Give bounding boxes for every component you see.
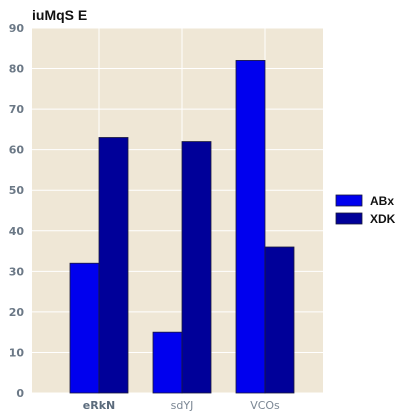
y-tick-label-3: 30 (9, 265, 25, 278)
y-tick-label-5: 50 (9, 184, 25, 197)
bar-ABx-sdYJ (152, 331, 183, 394)
y-axis-ticks: 0 10 20 30 40 50 60 70 80 90 (9, 22, 25, 400)
legend-swatch-XDK (335, 212, 363, 225)
y-tick-label-7: 70 (9, 103, 25, 116)
legend: ABx XDK (335, 194, 396, 226)
y-tick-label-0: 0 (16, 387, 24, 400)
y-tick-label-4: 40 (9, 225, 25, 238)
x-tick-label-VCOs: VCOs (250, 399, 280, 412)
x-tick-label-eRkN: eRkN (83, 399, 115, 412)
y-tick-label-6: 60 (9, 144, 25, 157)
bar-XDK-VCOs (264, 246, 295, 394)
legend-label-XDK: XDK (370, 212, 396, 226)
y-tick-label-2: 20 (9, 306, 25, 319)
y-tick-label-9: 90 (9, 22, 25, 35)
bar-XDK-eRkN (98, 137, 129, 394)
bar-ABx-eRkN (69, 262, 100, 394)
y-tick-label-8: 80 (9, 63, 25, 76)
bars (69, 60, 295, 394)
bar-XDK-sdYJ (181, 141, 212, 394)
legend-swatch-ABx (335, 194, 363, 207)
x-axis-ticks: eRkN sdYJ VCOs (83, 399, 280, 412)
chart-title: iuMqS E (32, 7, 87, 23)
x-tick-label-sdYJ: sdYJ (171, 399, 194, 412)
y-tick-label-1: 10 (9, 346, 25, 359)
bar-ABx-VCOs (235, 60, 266, 394)
legend-label-ABx: ABx (370, 194, 394, 208)
